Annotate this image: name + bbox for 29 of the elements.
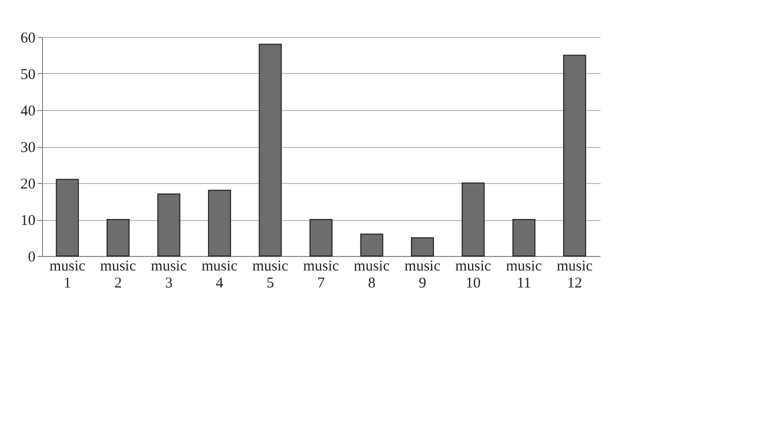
x-tick-label: music 8: [354, 258, 390, 292]
x-tick-label: music 9: [404, 258, 441, 292]
y-tick-label: 20: [20, 176, 36, 192]
y-tick-label: 60: [20, 30, 36, 46]
x-tick-label: music 10: [455, 258, 492, 292]
y-tick-label: 0: [28, 250, 36, 266]
bar: [410, 237, 434, 256]
x-tick-label: music 1: [49, 258, 86, 292]
bar: [56, 178, 79, 256]
bar: [157, 193, 180, 256]
y-tick-label: 30: [20, 140, 36, 156]
bar: [310, 219, 332, 256]
y-tick-label: 10: [20, 213, 36, 229]
bar: [462, 182, 485, 256]
x-tick-label: music 5: [252, 258, 289, 292]
x-tick-label: music 4: [202, 258, 238, 292]
x-tick-label: music 2: [100, 258, 136, 292]
x-tick-label: music 3: [150, 258, 188, 292]
x-tick-label: music 12: [556, 258, 593, 292]
y-tick-label: 50: [20, 67, 36, 83]
bar: [258, 44, 282, 256]
x-tick-label: music 11: [506, 258, 542, 292]
bar: [563, 54, 586, 256]
bar: [208, 190, 232, 256]
bar: [512, 219, 536, 256]
bar: [106, 219, 130, 256]
y-tick-label: 40: [20, 104, 36, 120]
bar: [360, 234, 384, 256]
x-tick-label: music 7: [303, 258, 340, 292]
